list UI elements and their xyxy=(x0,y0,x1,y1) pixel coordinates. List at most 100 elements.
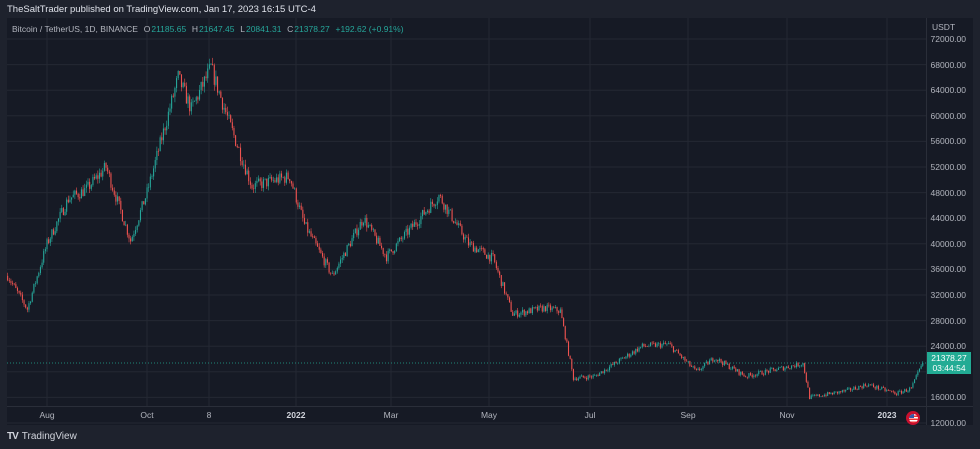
candle-body xyxy=(851,389,853,391)
candle-up xyxy=(522,307,524,315)
candle-body xyxy=(513,313,515,316)
candle-up xyxy=(346,244,348,257)
candle-up xyxy=(359,218,361,230)
candle-body xyxy=(540,305,542,307)
candle-down xyxy=(900,389,902,395)
candle-body xyxy=(795,362,798,368)
candle-body xyxy=(156,150,158,161)
candle-up xyxy=(608,364,611,373)
candle-body xyxy=(49,238,51,243)
candle-up xyxy=(592,374,594,379)
candle-down xyxy=(330,272,332,276)
candle-down xyxy=(21,291,23,303)
candle-down xyxy=(495,260,497,270)
candle-body xyxy=(379,237,381,246)
candle-body xyxy=(528,308,530,314)
candle-up xyxy=(812,393,814,397)
candle-up xyxy=(600,371,602,374)
candle-body xyxy=(164,128,166,131)
candle-body xyxy=(640,346,642,348)
open-value: 21185.65 xyxy=(151,24,187,34)
candle-up xyxy=(136,224,138,233)
candle-down xyxy=(400,236,402,242)
candle-down xyxy=(97,170,99,184)
candle-up xyxy=(705,359,707,364)
change-value: +192.62 (+0.91%) xyxy=(335,24,404,34)
chart-panel[interactable] xyxy=(7,18,973,425)
candle-body xyxy=(195,97,197,101)
candle-down xyxy=(126,223,128,238)
candle-body xyxy=(787,366,789,369)
candle-up xyxy=(351,235,353,247)
price-tick-label: 60000.00 xyxy=(930,110,966,121)
price-tick-label: 40000.00 xyxy=(930,238,966,249)
candle-up xyxy=(223,103,225,114)
candle-body xyxy=(85,184,87,188)
candle-body xyxy=(166,125,168,131)
candle-up xyxy=(299,202,301,209)
candle-body xyxy=(853,387,855,390)
candle-body xyxy=(622,357,624,359)
candle-up xyxy=(85,180,87,193)
candle-up xyxy=(190,99,192,115)
candle-body xyxy=(602,371,604,374)
candle-body xyxy=(702,366,704,370)
candle-body xyxy=(110,173,112,188)
candle-up xyxy=(918,368,921,373)
candle-down xyxy=(910,386,912,389)
candle-body xyxy=(26,307,28,310)
candle-body xyxy=(671,344,673,347)
candle-up xyxy=(354,228,356,234)
candle-down xyxy=(843,389,845,393)
candle-body xyxy=(695,368,697,370)
candle-body xyxy=(374,229,376,236)
candle-up xyxy=(282,176,284,179)
us-flag-icon[interactable] xyxy=(906,411,920,425)
candle-down xyxy=(873,382,875,388)
time-tick-label: Oct xyxy=(140,410,154,420)
candle-down xyxy=(818,393,820,398)
candle-up xyxy=(258,175,260,183)
candle-down xyxy=(297,199,299,210)
candle-up xyxy=(177,70,179,81)
candle-body xyxy=(723,360,725,366)
candle-down xyxy=(751,373,753,379)
candle-up xyxy=(215,70,217,87)
candle-up xyxy=(418,220,420,229)
candle-body xyxy=(38,272,40,277)
candle-up xyxy=(587,374,589,381)
candle-body xyxy=(151,176,153,177)
candle-down xyxy=(612,362,614,366)
candle-up xyxy=(74,189,76,200)
candle-body xyxy=(187,96,189,104)
candle-up xyxy=(162,123,164,145)
candle-body xyxy=(497,268,499,272)
candle-body xyxy=(36,276,38,284)
candle-down xyxy=(887,389,889,391)
candle-body xyxy=(354,228,356,233)
candle-body xyxy=(668,343,670,344)
candle-body xyxy=(344,253,347,256)
candle-body xyxy=(523,309,525,316)
candle-up xyxy=(922,361,924,367)
candle-up xyxy=(430,198,432,214)
candle-body xyxy=(718,359,720,362)
candle-up xyxy=(422,209,424,220)
candle-up xyxy=(207,63,209,83)
candle-body xyxy=(776,369,778,372)
candle-down xyxy=(671,342,673,348)
symbol-name[interactable]: Bitcoin / TetherUS, 1D, BINANCE xyxy=(12,24,138,34)
candle-body xyxy=(269,176,271,179)
candle-down xyxy=(115,191,117,206)
candle-body xyxy=(720,359,722,363)
candle-body xyxy=(405,228,407,232)
tradingview-logo[interactable]: TV TradingView xyxy=(7,431,77,442)
candle-body xyxy=(444,204,447,210)
candle-body xyxy=(554,307,556,309)
candle-body xyxy=(31,292,33,302)
candle-body xyxy=(576,378,578,381)
candle-up xyxy=(116,192,119,205)
open-label: O xyxy=(143,24,151,34)
candle-body xyxy=(225,107,227,113)
